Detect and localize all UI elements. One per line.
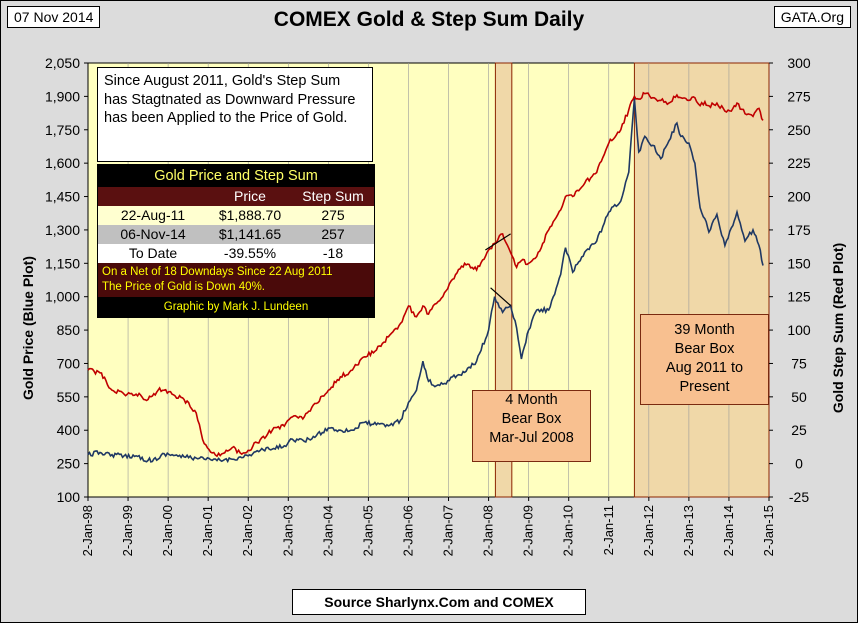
x-tick-label: 2-Jan-13 bbox=[681, 505, 696, 556]
source-label: Source Sharlynx.Com and COMEX bbox=[292, 589, 586, 615]
x-tick-label: 2-Jan-07 bbox=[441, 505, 456, 556]
row-price: -39.55% bbox=[223, 245, 277, 261]
callout-line: Mar-Jul 2008 bbox=[489, 430, 574, 446]
table-credit: Graphic by Mark J. Lundeen bbox=[98, 297, 374, 317]
x-tick-label: 2-Jan-00 bbox=[160, 505, 175, 556]
bear-box-2 bbox=[633, 62, 770, 498]
right-tick-label: 100 bbox=[787, 322, 811, 338]
callout-line: Bear Box bbox=[674, 341, 735, 357]
trend-line-step bbox=[485, 233, 511, 251]
left-tick-label: 1,150 bbox=[45, 255, 80, 271]
x-tick-label: 2-Jan-04 bbox=[320, 505, 335, 556]
right-tick-label: 50 bbox=[791, 389, 807, 405]
right-tick-label: 200 bbox=[787, 189, 811, 205]
x-tick-label: 2-Jan-14 bbox=[721, 505, 736, 556]
left-axis-label: Gold Price (Blue Plot) bbox=[20, 256, 36, 400]
x-tick-label: 2-Jan-02 bbox=[240, 505, 255, 556]
right-tick-label: 175 bbox=[787, 222, 811, 238]
callout-line: 4 Month bbox=[505, 392, 558, 408]
summary-table: Gold Price and Step Sum Price Step Sum 2… bbox=[97, 164, 375, 318]
row-price: $1,141.65 bbox=[218, 226, 282, 242]
bear-box-large-callout: 39 Month Bear Box Aug 2011 to Present bbox=[640, 314, 769, 405]
callout-line: 39 Month bbox=[674, 322, 735, 338]
x-tick-label: 2-Jan-11 bbox=[601, 505, 616, 555]
left-tick-label: 850 bbox=[57, 322, 81, 338]
x-tick-label: 2-Jan-06 bbox=[400, 505, 415, 556]
axes: 1002504005507008501,0001,1501,3001,4501,… bbox=[45, 55, 811, 556]
x-tick-label: 2-Jan-98 bbox=[80, 505, 95, 556]
summary-line-1: On a Net of 18 Downdays Since 22 Aug 201… bbox=[102, 266, 333, 278]
right-axis-label: Gold Step Sum (Red Plot) bbox=[830, 242, 846, 414]
callout-line: Present bbox=[679, 379, 730, 395]
x-tick-label: 2-Jan-09 bbox=[521, 505, 536, 556]
row-price: $1,888.70 bbox=[218, 207, 282, 223]
step-sum-line bbox=[87, 91, 764, 458]
bear-box-small-callout: 4 Month Bear Box Mar-Jul 2008 bbox=[472, 390, 591, 462]
x-tick-label: 2-Jan-08 bbox=[481, 505, 496, 556]
x-tick-label: 2-Jan-12 bbox=[641, 505, 656, 556]
table-header-price: Price bbox=[234, 188, 266, 204]
right-tick-label: 150 bbox=[787, 255, 811, 271]
row-step: -18 bbox=[322, 245, 344, 261]
callout-line: Aug 2011 to bbox=[665, 360, 744, 376]
x-tick-label: 2-Jan-01 bbox=[200, 505, 215, 556]
left-tick-label: 2,050 bbox=[45, 55, 80, 71]
left-tick-label: 250 bbox=[57, 456, 81, 472]
row-label: 22-Aug-11 bbox=[120, 207, 186, 223]
right-tick-label: 275 bbox=[787, 88, 811, 104]
table-header-step: Step Sum bbox=[302, 188, 364, 204]
x-tick-label: 2-Jan-05 bbox=[360, 505, 375, 556]
x-tick-label: 2-Jan-10 bbox=[561, 505, 576, 556]
table-summary: On a Net of 18 Downdays Since 22 Aug 201… bbox=[98, 263, 374, 297]
right-tick-label: 125 bbox=[787, 289, 811, 305]
left-tick-label: 550 bbox=[57, 389, 81, 405]
x-tick-label: 2-Jan-15 bbox=[761, 505, 776, 556]
left-tick-label: 1,750 bbox=[45, 122, 80, 138]
right-tick-label: 225 bbox=[787, 155, 811, 171]
site-label: GATA.Org bbox=[773, 6, 851, 28]
left-tick-label: 700 bbox=[57, 355, 81, 371]
left-tick-label: 1,900 bbox=[45, 88, 80, 104]
left-tick-label: 1,000 bbox=[45, 289, 80, 305]
left-tick-label: 100 bbox=[57, 489, 81, 505]
date-label: 07 Nov 2014 bbox=[7, 6, 101, 28]
bear-boxes bbox=[494, 62, 770, 498]
right-tick-label: 75 bbox=[791, 355, 807, 371]
row-label: To Date bbox=[128, 245, 178, 261]
right-tick-label: -25 bbox=[789, 489, 809, 505]
x-tick-label: 2-Jan-03 bbox=[280, 505, 295, 556]
x-tick-label: 2-Jan-99 bbox=[120, 505, 135, 556]
table-header-row: Price Step Sum bbox=[98, 187, 374, 206]
left-tick-label: 1,600 bbox=[45, 155, 80, 171]
trend-annotations bbox=[485, 233, 512, 307]
left-tick-label: 1,450 bbox=[45, 189, 80, 205]
right-tick-label: 25 bbox=[791, 422, 807, 438]
row-label: 06-Nov-14 bbox=[120, 226, 186, 242]
left-tick-label: 400 bbox=[57, 422, 81, 438]
left-tick-label: 1,300 bbox=[45, 222, 80, 238]
table-row: 22-Aug-11 $1,888.70 275 bbox=[98, 206, 374, 225]
callout-line: Bear Box bbox=[501, 411, 562, 427]
right-tick-label: 250 bbox=[787, 122, 811, 138]
bear-box-1 bbox=[494, 62, 513, 498]
table-row: 06-Nov-14 $1,141.65 257 bbox=[98, 225, 374, 244]
chart-title: COMEX Gold & Step Sum Daily bbox=[273, 8, 585, 31]
table-row: To Date -39.55% -18 bbox=[98, 244, 374, 263]
right-tick-label: 300 bbox=[787, 55, 811, 71]
trend-line-price bbox=[490, 287, 512, 307]
right-tick-label: 0 bbox=[795, 456, 803, 472]
row-step: 275 bbox=[321, 207, 345, 223]
commentary-box: Since August 2011, Gold's Step Sum has S… bbox=[97, 67, 373, 162]
row-step: 257 bbox=[321, 226, 345, 242]
table-title: Gold Price and Step Sum bbox=[98, 165, 374, 187]
summary-line-2: The Price of Gold is Down 40%. bbox=[102, 281, 265, 293]
gold-price-line bbox=[87, 98, 764, 464]
table-header-empty bbox=[98, 187, 208, 206]
series-lines bbox=[87, 91, 764, 464]
